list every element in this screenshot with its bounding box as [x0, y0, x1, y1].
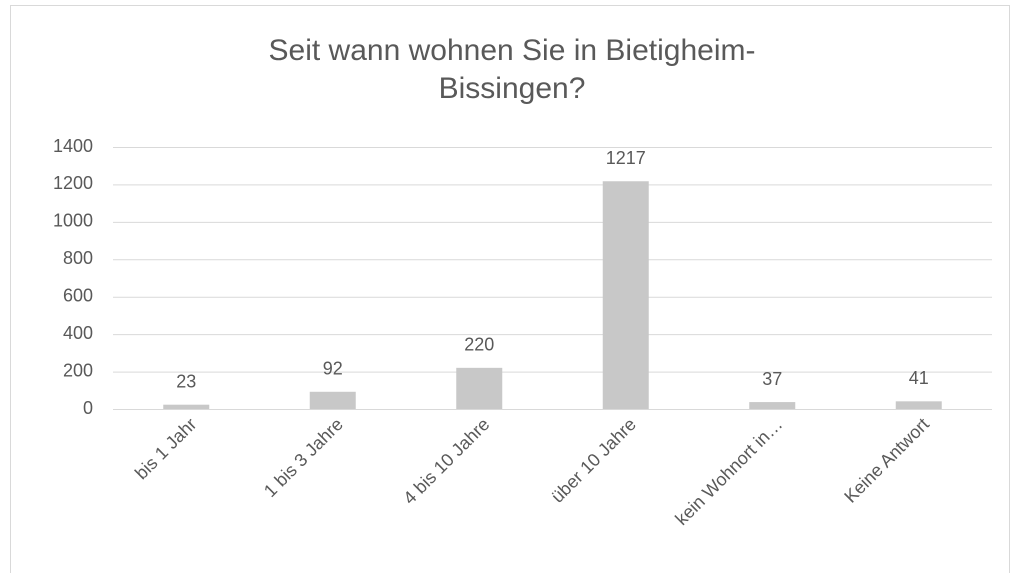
value-label: 23	[176, 371, 196, 391]
y-tick-label: 400	[63, 323, 93, 343]
bar	[895, 401, 942, 409]
y-tick-label: 1400	[53, 136, 93, 156]
bar	[456, 367, 503, 409]
value-label: 1217	[606, 148, 646, 168]
value-label: 92	[323, 359, 343, 379]
y-tick-label: 200	[63, 360, 93, 380]
x-tick-label: Keine Antwort	[840, 414, 933, 507]
y-tick-label: 800	[63, 248, 93, 268]
x-tick-label: 4 bis 10 Jahre	[399, 414, 493, 508]
chart-frame	[10, 5, 1010, 573]
bar	[163, 404, 210, 409]
y-tick-label: 600	[63, 285, 93, 305]
x-tick-label: bis 1 Jahr	[131, 414, 200, 483]
bar	[602, 181, 649, 409]
x-tick-label: kein Wohnort in…	[671, 414, 786, 529]
value-label: 220	[464, 335, 494, 355]
x-tick-label: über 10 Jahre	[547, 414, 640, 507]
y-tick-label: 1200	[53, 173, 93, 193]
bar	[749, 402, 796, 409]
chart-title: Seit wann wohnen Sie in Bietigheim-Bissi…	[268, 34, 756, 105]
y-tick-label: 1000	[53, 211, 93, 231]
value-label: 37	[762, 369, 782, 389]
bar	[309, 391, 356, 409]
y-tick-label: 0	[83, 398, 93, 418]
x-tick-label: 1 bis 3 Jahre	[260, 414, 347, 501]
value-label: 41	[909, 368, 929, 388]
